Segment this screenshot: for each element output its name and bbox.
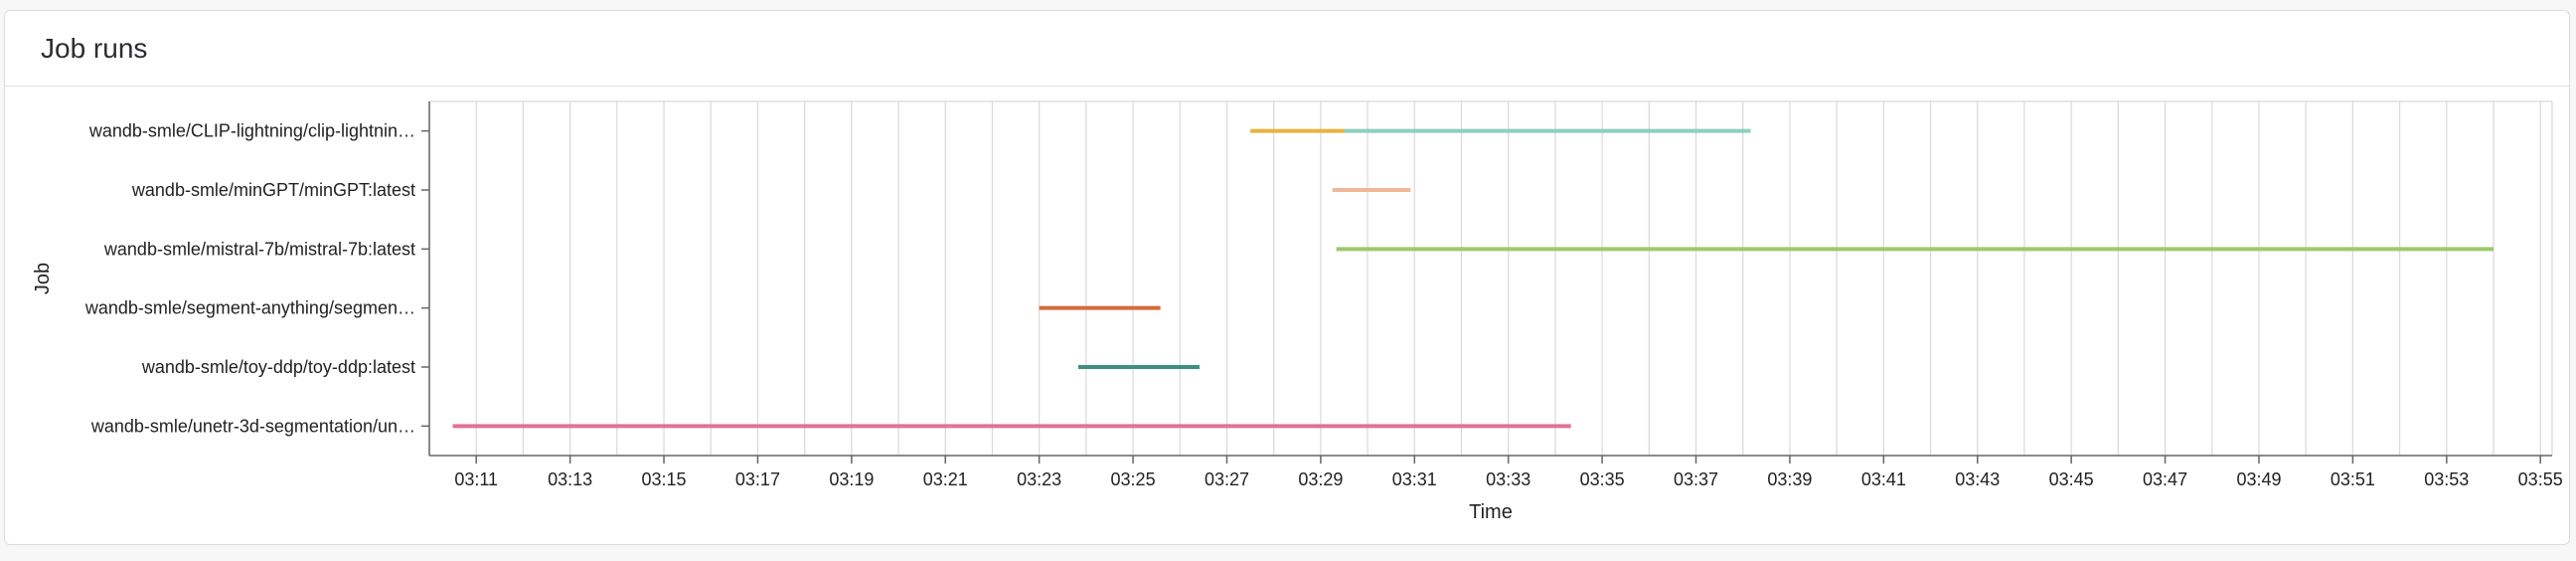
- x-tick-label: 03:45: [2049, 469, 2094, 489]
- x-tick-label: 03:39: [1767, 469, 1812, 489]
- x-tick-label: 03:17: [735, 469, 780, 489]
- grid-lines: [428, 100, 2553, 456]
- y-tick-label: wandb-smle/toy-ddp/toy-ddp:latest: [141, 357, 415, 377]
- x-tick-label: 03:51: [2331, 469, 2375, 489]
- x-axis-title: Time: [1469, 501, 1513, 523]
- axes: 03:11 03:13 03:15 03:17 03:19 03:21 03:23 03:25…: [84, 101, 2563, 489]
- x-tick-label: 03:27: [1205, 469, 1249, 489]
- run-bars: [452, 128, 2494, 429]
- x-tick-label: 03:29: [1298, 469, 1343, 489]
- x-tick-label: 03:35: [1580, 469, 1625, 489]
- y-tick-label: wandb-smle/minGPT/minGPT:latest: [131, 180, 415, 200]
- panel-header: Job runs: [5, 11, 2569, 87]
- x-tick-label: 03:21: [923, 469, 968, 489]
- x-tick-label: 03:31: [1392, 469, 1437, 489]
- x-tick-label: 03:25: [1111, 469, 1156, 489]
- y-axis-title: Job: [32, 263, 54, 294]
- y-tick-label: wandb-smle/segment-anything/segmen…: [84, 298, 415, 318]
- x-tick-label: 03:55: [2518, 469, 2563, 489]
- x-tick-label: 03:47: [2143, 469, 2187, 489]
- x-tick-label: 03:49: [2236, 469, 2281, 489]
- y-tick-label: wandb-smle/mistral-7b/mistral-7b:latest: [103, 239, 415, 259]
- x-tick-label: 03:37: [1674, 469, 1718, 489]
- x-tick-label: 03:19: [829, 469, 874, 489]
- x-tick-label: 03:13: [548, 469, 592, 489]
- y-tick-label: wandb-smle/unetr-3d-segmentation/un…: [90, 416, 415, 436]
- x-tick-label: 03:11: [454, 469, 498, 489]
- x-tick-label: 03:33: [1486, 469, 1530, 489]
- x-tick-label: 03:53: [2424, 469, 2469, 489]
- x-tick-label: 03:41: [1861, 469, 1906, 489]
- x-tick-label: 03:43: [1955, 469, 2000, 489]
- x-tick-label: 03:23: [1017, 469, 1061, 489]
- x-tick-label: 03:15: [641, 469, 686, 489]
- panel-title: Job runs: [41, 32, 148, 64]
- y-tick-label: wandb-smle/CLIP-lightning/clip-lightnin…: [88, 121, 415, 141]
